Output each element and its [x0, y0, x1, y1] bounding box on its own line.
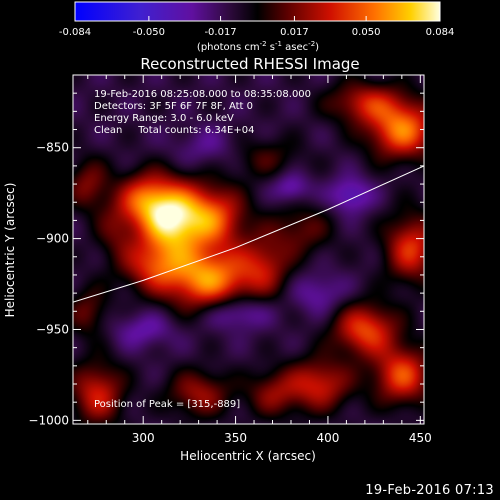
info-line-clean: Clean Total counts: 6.34E+04	[94, 125, 254, 136]
heatmap-image	[73, 75, 424, 424]
info-line-energy: Energy Range: 3.0 - 6.0 keV	[94, 113, 234, 124]
colorbar-units: (photons cm-2 s-1 asec-2)	[197, 40, 319, 53]
solar-limb-line	[73, 165, 424, 303]
info-line-detectors: Detectors: 3F 5F 6F 7F 8F, Att 0	[94, 101, 253, 112]
y-tick-label: −900	[36, 232, 69, 246]
colorbar-tick-label: 0.017	[280, 27, 309, 38]
chart-title: Reconstructed RHESSI Image	[140, 55, 359, 73]
colorbar-tick-label: 0.084	[426, 27, 455, 38]
x-axis-label: Heliocentric X (arcsec)	[180, 449, 316, 463]
colorbar-tick-label: -0.017	[204, 27, 236, 38]
x-tick-label: 400	[316, 431, 339, 445]
y-tick-label: −950	[36, 322, 69, 336]
info-block: 19-Feb-2016 08:25:08.000 to 08:35:08.000…	[94, 89, 311, 136]
colorbar-tick-label: -0.050	[133, 27, 165, 38]
y-tick-label: −1000	[28, 413, 69, 427]
plot-frame	[72, 74, 425, 425]
y-axis-label: Heliocentric Y (arcsec)	[3, 183, 17, 318]
x-tick-label: 350	[224, 431, 247, 445]
plot-area: 300 350 400 450 −850 −900 −950 −1000 19-Feb-201…	[28, 74, 432, 445]
footer-timestamp: 19-Feb-2016 07:13	[365, 483, 494, 498]
info-line-time: 19-Feb-2016 08:25:08.000 to 08:35:08.000	[94, 89, 311, 100]
peak-position-label: Position of Peak = [315,-889]	[94, 399, 240, 410]
axis-ticks: 300 350 400 450 −850 −900 −950 −1000	[28, 75, 432, 445]
colorbar-tick-label: -0.084	[59, 27, 91, 38]
colorbar: -0.084 -0.050 -0.017 0.017 0.050 0.084 (photo…	[59, 1, 454, 53]
colorbar-ticks: -0.084 -0.050 -0.017 0.017 0.050 0.084	[59, 16, 454, 38]
colorbar-gradient	[74, 1, 441, 22]
colorbar-tick-label: 0.050	[352, 27, 381, 38]
x-tick-label: 300	[132, 431, 155, 445]
y-tick-label: −850	[36, 141, 69, 155]
x-tick-label: 450	[409, 431, 432, 445]
